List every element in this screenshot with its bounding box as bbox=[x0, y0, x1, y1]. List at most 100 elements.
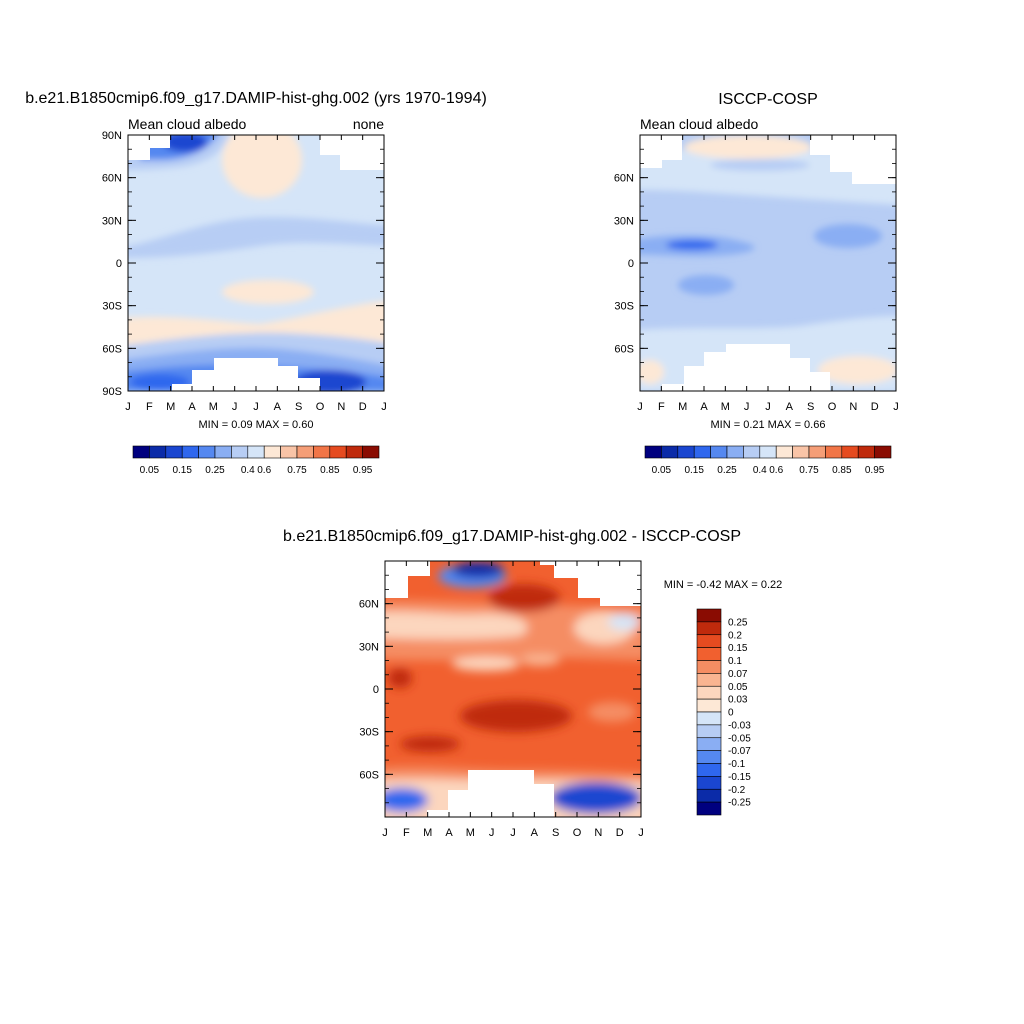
x-tick-label: S bbox=[295, 401, 302, 413]
x-tick-label: S bbox=[807, 401, 814, 413]
colorbar-swatch bbox=[696, 737, 722, 751]
colorbar-label: 0.15 bbox=[728, 643, 748, 654]
field-band bbox=[385, 611, 528, 640]
field-band bbox=[678, 275, 734, 295]
panel-obs-y-axis: 60N 30N 0 30S 60S bbox=[614, 134, 896, 392]
y-tick-label: 30S bbox=[102, 301, 122, 313]
panel-diff-field bbox=[385, 561, 641, 817]
colorbar-label: -0.1 bbox=[728, 759, 746, 770]
y-tick-label: 60N bbox=[614, 173, 634, 185]
y-tick-label: 0 bbox=[628, 258, 634, 270]
colorbar-swatch bbox=[696, 711, 722, 726]
field-band bbox=[710, 159, 810, 171]
x-tick-label: N bbox=[594, 827, 602, 839]
x-tick-label: M bbox=[423, 827, 432, 839]
field-band bbox=[818, 356, 896, 384]
x-tick-label: J bbox=[637, 401, 643, 413]
panel-obs-stats: MIN = 0.21 MAX = 0.66 bbox=[711, 419, 826, 431]
field-band bbox=[452, 562, 504, 578]
colorbar-swatch bbox=[696, 763, 722, 777]
panel-model-left-subtitle: Mean cloud albedo bbox=[128, 116, 247, 132]
x-tick-label: D bbox=[359, 401, 367, 413]
x-tick-label: J bbox=[381, 401, 387, 413]
x-tick-label: N bbox=[337, 401, 345, 413]
colorbar-label: 0.6 bbox=[769, 465, 783, 476]
colorbar-swatch bbox=[696, 776, 722, 790]
x-tick-label: J bbox=[744, 401, 750, 413]
colorbar-label: -0.15 bbox=[728, 772, 751, 783]
colorbar-swatch bbox=[696, 647, 722, 661]
field-band bbox=[400, 736, 460, 752]
y-tick-label: 0 bbox=[116, 258, 122, 270]
missing-data bbox=[385, 561, 430, 598]
colorbar-label: 0.25 bbox=[717, 465, 737, 476]
x-tick-label: F bbox=[658, 401, 665, 413]
field-band bbox=[128, 301, 384, 346]
y-tick-label: 30S bbox=[614, 301, 634, 313]
missing-data bbox=[662, 344, 830, 391]
colorbar-label: 0.75 bbox=[799, 465, 819, 476]
colorbar-swatch bbox=[198, 445, 216, 459]
y-tick-label: 60N bbox=[359, 599, 379, 611]
x-tick-label: M bbox=[166, 401, 175, 413]
panel-model-stats: MIN = 0.09 MAX = 0.60 bbox=[199, 419, 314, 431]
colorbar-swatch bbox=[644, 445, 662, 459]
missing-data bbox=[172, 358, 320, 391]
panel-model-colorbar: 0.05 0.15 0.25 0.4 0.6 0.75 0.85 0.95 bbox=[132, 445, 380, 476]
x-tick-label: J bbox=[765, 401, 771, 413]
x-tick-label: A bbox=[188, 401, 196, 413]
field-band bbox=[550, 782, 641, 814]
colorbar-swatch bbox=[247, 445, 265, 459]
y-tick-label: 60S bbox=[614, 343, 634, 355]
colorbar-swatch bbox=[696, 685, 722, 700]
colorbar-swatch bbox=[696, 801, 722, 816]
x-tick-label: J bbox=[253, 401, 259, 413]
colorbar-swatch bbox=[759, 445, 777, 459]
colorbar-swatch bbox=[280, 445, 298, 459]
x-tick-label: D bbox=[616, 827, 624, 839]
colorbar-swatch bbox=[696, 660, 722, 674]
colorbar-label: 0.05 bbox=[140, 465, 160, 476]
panel-model-y-axis: 90N 60N 30N 0 30S 60S 90S bbox=[102, 130, 384, 398]
colorbar-label: -0.2 bbox=[728, 785, 746, 796]
y-tick-label: 30S bbox=[359, 727, 379, 739]
panel-model-title: b.e21.B1850cmip6.f09_g17.DAMIP-hist-ghg.… bbox=[25, 90, 487, 107]
colorbar-swatch bbox=[693, 445, 711, 459]
y-tick-label: 90S bbox=[102, 386, 122, 398]
y-tick-label: 30N bbox=[102, 215, 122, 227]
colorbar-swatch bbox=[214, 445, 232, 459]
x-tick-label: J bbox=[125, 401, 131, 413]
colorbar-swatch bbox=[775, 445, 793, 459]
field-band bbox=[814, 224, 882, 248]
y-tick-label: 0 bbox=[373, 684, 379, 696]
field-band bbox=[608, 614, 640, 630]
x-tick-label: D bbox=[871, 401, 879, 413]
colorbar-swatch bbox=[696, 634, 722, 648]
x-tick-label: M bbox=[721, 401, 730, 413]
x-tick-label: S bbox=[552, 827, 559, 839]
panel-obs-field bbox=[640, 135, 896, 391]
colorbar-swatch bbox=[696, 608, 722, 623]
colorbar-label: 0.85 bbox=[832, 465, 852, 476]
colorbar-label: 0.2 bbox=[728, 630, 742, 641]
field-band bbox=[388, 668, 412, 688]
colorbar-label: -0.03 bbox=[728, 720, 751, 731]
colorbar-swatch bbox=[743, 445, 761, 459]
colorbar-swatch bbox=[710, 445, 728, 459]
colorbar-label: 0.15 bbox=[172, 465, 192, 476]
colorbar-swatch bbox=[329, 445, 347, 459]
colorbar-label: 0.03 bbox=[728, 695, 748, 706]
colorbar-label: 0 bbox=[728, 708, 734, 719]
colorbar-swatch bbox=[661, 445, 679, 459]
colorbar-swatch bbox=[841, 445, 859, 459]
y-tick-label: 60N bbox=[102, 173, 122, 185]
x-tick-label: J bbox=[893, 401, 899, 413]
x-tick-label: A bbox=[445, 827, 453, 839]
x-tick-label: J bbox=[638, 827, 644, 839]
field-band bbox=[520, 654, 560, 666]
y-tick-label: 60S bbox=[359, 769, 379, 781]
x-tick-label: F bbox=[403, 827, 410, 839]
